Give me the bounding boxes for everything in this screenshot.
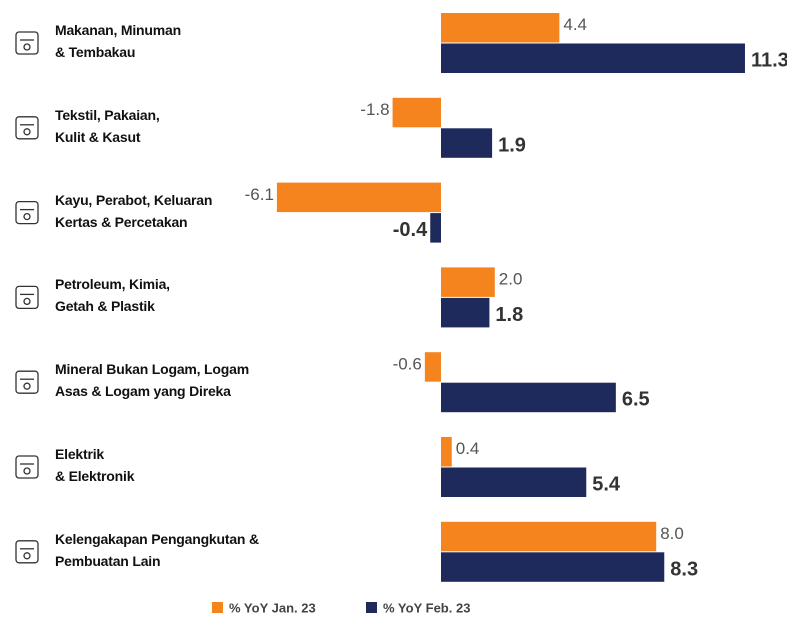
icon-shape xyxy=(23,212,31,221)
value-label: -0.4 xyxy=(393,219,428,241)
icon-shape xyxy=(15,116,39,140)
value-label: 11.3 xyxy=(751,50,787,72)
legend-swatch xyxy=(212,602,223,613)
category-label: Petroleum, Kimia, Getah & Plastik xyxy=(55,276,170,315)
icon-shape xyxy=(23,128,31,136)
bar xyxy=(441,128,493,158)
icon-shape xyxy=(23,552,31,560)
category-label: Kayu, Perabot, Keluaran Kertas & Perceta… xyxy=(55,191,213,230)
bar xyxy=(441,267,495,297)
category-icon xyxy=(15,540,39,564)
category-icon xyxy=(15,370,39,394)
icon-shape xyxy=(15,540,39,564)
bar xyxy=(441,43,745,73)
category-icon xyxy=(15,116,39,140)
icon-shape xyxy=(15,455,39,479)
category-icon xyxy=(15,31,39,55)
value-label: 1.9 xyxy=(498,134,526,156)
category-label: Kelengakapan Pengangkutan & Pembuatan La… xyxy=(55,530,259,569)
bar xyxy=(276,182,441,213)
category-label: Mineral Bukan Logam, Logam Asas & Logam … xyxy=(55,361,249,400)
bar xyxy=(392,97,441,128)
value-label: 0.4 xyxy=(456,439,480,458)
value-label: 5.4 xyxy=(592,474,621,496)
category-icon xyxy=(15,200,39,225)
value-label: 8.3 xyxy=(670,558,698,580)
icon-shape xyxy=(15,31,39,55)
value-label: 2.0 xyxy=(499,270,523,289)
icon-shape xyxy=(15,370,39,394)
legend-label: % YoY Jan. 23 xyxy=(229,600,316,615)
bar xyxy=(441,297,490,328)
bar xyxy=(441,521,657,552)
value-label: 6.5 xyxy=(622,389,650,411)
bar xyxy=(441,382,616,413)
category-icon xyxy=(15,455,39,479)
icon-shape xyxy=(15,285,39,310)
bar xyxy=(424,352,441,382)
bar xyxy=(441,467,587,497)
category-icon xyxy=(15,285,39,310)
value-label: 4.4 xyxy=(563,15,587,34)
value-label: -1.8 xyxy=(360,100,389,119)
category-label: Tekstil, Pakaian, Kulit & Kasut xyxy=(55,106,160,145)
category-label: Makanan, Minuman & Tembakau xyxy=(55,22,181,60)
icon-shape xyxy=(23,43,31,51)
bar xyxy=(441,552,665,582)
icon-shape xyxy=(23,382,31,390)
icon-shape xyxy=(23,467,31,475)
bar xyxy=(441,13,560,43)
value-label: -6.1 xyxy=(245,185,274,204)
bar xyxy=(441,437,452,467)
value-label: 8.0 xyxy=(660,524,684,543)
value-label: 1.8 xyxy=(495,304,523,326)
icon-shape xyxy=(23,297,31,306)
icon-shape xyxy=(15,200,39,225)
value-label: -0.6 xyxy=(393,354,422,373)
category-label: Elektrik & Elektronik xyxy=(55,446,135,484)
legend-label: % YoY Feb. 23 xyxy=(383,600,470,615)
legend-swatch xyxy=(366,602,377,613)
bar xyxy=(430,213,441,243)
